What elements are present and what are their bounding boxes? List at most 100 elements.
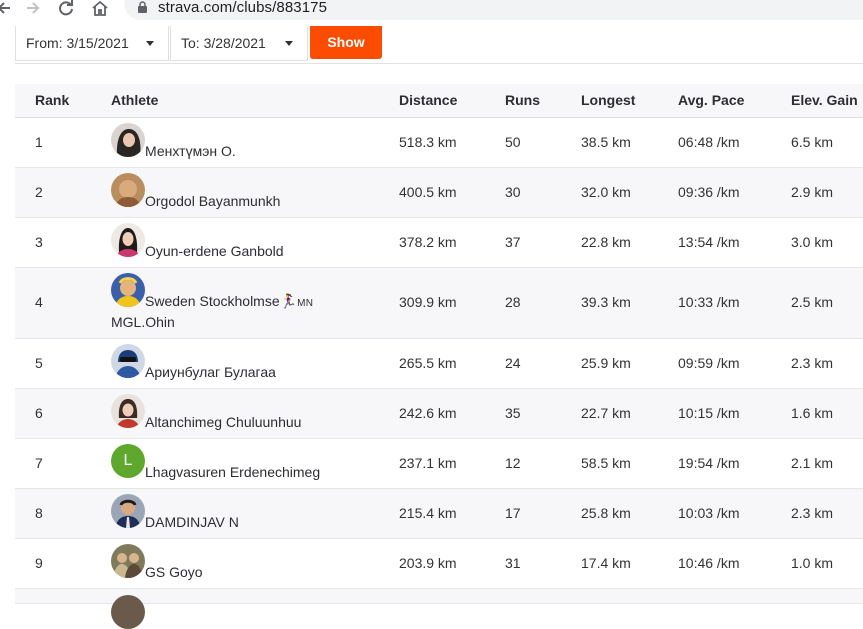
athlete-name-link[interactable]: Ариунбулаг Булагаа <box>145 364 276 380</box>
header-longest[interactable]: Longest <box>581 92 636 108</box>
elev-gain-cell: 1.0 km <box>791 555 834 571</box>
elev-gain-cell: 1.6 km <box>791 405 834 421</box>
athlete-name-link[interactable]: Менхтүмэн О. <box>145 143 236 159</box>
avatar[interactable] <box>111 123 145 157</box>
distance-cell: 309.9 km <box>399 294 457 310</box>
longest-cell: 25.9 km <box>581 355 631 371</box>
from-date-select[interactable]: From: 3/15/2021 <box>15 26 169 61</box>
avatar[interactable] <box>111 494 145 528</box>
rank-cell: 1 <box>35 134 43 150</box>
header-elev-gain[interactable]: Elev. Gain <box>791 92 858 108</box>
leaderboard-table: Rank Athlete Distance Runs Longest Avg. … <box>15 84 863 629</box>
athlete-name-line2[interactable]: MGL.Ohin <box>111 314 175 330</box>
lock-icon <box>137 1 148 19</box>
reload-icon[interactable] <box>58 0 78 18</box>
runs-cell: 24 <box>505 355 521 371</box>
athlete-name-link[interactable]: Oyun-erdene Ganbold <box>145 243 284 259</box>
avatar[interactable]: L <box>111 444 145 478</box>
distance-cell: 378.2 km <box>399 234 457 250</box>
athlete-name-link[interactable]: GS Goyo <box>145 564 203 580</box>
header-pace[interactable]: Avg. Pace <box>678 92 745 108</box>
rank-cell: 6 <box>35 405 43 421</box>
distance-cell: 265.5 km <box>399 355 457 371</box>
pace-cell: 09:59 /km <box>678 355 740 371</box>
athlete-name-link[interactable]: DAMDINJAV N <box>145 514 239 530</box>
chevron-down-icon <box>146 41 154 46</box>
pace-cell: 10:33 /km <box>678 294 740 310</box>
distance-cell: 215.4 km <box>399 505 457 521</box>
browser-toolbar: strava.com/clubs/883175 <box>0 0 863 22</box>
runs-cell: 37 <box>505 234 521 250</box>
runs-cell: 12 <box>505 455 521 471</box>
elev-gain-cell: 2.5 km <box>791 294 834 310</box>
runs-cell: 30 <box>505 184 521 200</box>
athlete-name-link[interactable]: Altanchimeg Chuluunhuu <box>145 414 302 430</box>
distance-cell: 518.3 km <box>399 134 457 150</box>
avatar[interactable] <box>111 273 145 307</box>
table-row-partial <box>15 589 863 629</box>
table-header: Rank Athlete Distance Runs Longest Avg. … <box>15 84 863 118</box>
runs-cell: 28 <box>505 294 521 310</box>
runs-cell: 31 <box>505 555 521 571</box>
pace-cell: 09:36 /km <box>678 184 740 200</box>
longest-cell: 39.3 km <box>581 294 631 310</box>
pace-cell: 06:48 /km <box>678 134 740 150</box>
header-distance[interactable]: Distance <box>399 92 458 108</box>
distance-cell: 242.6 km <box>399 405 457 421</box>
elev-gain-cell: 6.5 km <box>791 134 834 150</box>
table-row: 8 DAMDINJAV N 215.4 km 17 25.8 km 10:03 … <box>15 489 863 539</box>
longest-cell: 38.5 km <box>581 134 631 150</box>
home-icon[interactable] <box>91 0 111 18</box>
show-button[interactable]: Show <box>310 26 382 59</box>
to-date-select[interactable]: To: 3/28/2021 <box>170 26 308 61</box>
avatar[interactable] <box>111 223 145 257</box>
header-rank[interactable]: Rank <box>35 92 70 108</box>
table-row: 7 L Lhagvasuren Erdenechimeg 237.1 km 12… <box>15 439 863 489</box>
rank-cell: 3 <box>35 234 43 250</box>
pace-cell: 10:46 /km <box>678 555 740 571</box>
header-athlete[interactable]: Athlete <box>111 92 159 108</box>
header-runs[interactable]: Runs <box>505 92 540 108</box>
avatar[interactable] <box>111 595 145 629</box>
date-filter-bar <box>15 26 863 64</box>
longest-cell: 17.4 km <box>581 555 631 571</box>
athlete-name-link[interactable]: Lhagvasuren Erdenechimeg <box>145 464 321 480</box>
table-row: 4 Sweden Stockholmse🏃‍♀️MN MGL.Ohin 309.… <box>15 268 863 339</box>
address-bar[interactable] <box>124 0 863 20</box>
url-text[interactable]: strava.com/clubs/883175 <box>158 0 328 16</box>
elev-gain-cell: 2.9 km <box>791 184 834 200</box>
pace-cell: 13:54 /km <box>678 234 740 250</box>
elev-gain-cell: 2.3 km <box>791 505 834 521</box>
rank-cell: 2 <box>35 184 43 200</box>
table-row: 1 Менхтүмэн О. 518.3 km 50 38.5 km 06:48… <box>15 118 863 168</box>
athlete-name-text: Sweden Stockholmse <box>145 293 280 309</box>
rank-cell: 4 <box>35 294 43 310</box>
table-row: 9 GS Goyo 203.9 km 31 17.4 km 10:46 /km … <box>15 539 863 589</box>
elev-gain-cell: 2.1 km <box>791 455 834 471</box>
distance-cell: 237.1 km <box>399 455 457 471</box>
back-arrow-icon[interactable] <box>0 0 10 18</box>
avatar[interactable] <box>111 173 145 207</box>
athlete-name-link[interactable]: Sweden Stockholmse🏃‍♀️MN <box>145 293 313 310</box>
pace-cell: 10:03 /km <box>678 505 740 521</box>
rank-cell: 5 <box>35 355 43 371</box>
athlete-name-link[interactable]: Orgodol Bayanmunkh <box>145 193 281 209</box>
longest-cell: 25.8 km <box>581 505 631 521</box>
avatar[interactable] <box>111 344 145 378</box>
to-date-label: To: 3/28/2021 <box>181 35 266 51</box>
elev-gain-cell: 2.3 km <box>791 355 834 371</box>
distance-cell: 400.5 km <box>399 184 457 200</box>
avatar[interactable] <box>111 544 145 578</box>
pace-cell: 19:54 /km <box>678 455 740 471</box>
forward-arrow-icon[interactable] <box>25 0 45 18</box>
rank-cell: 9 <box>35 555 43 571</box>
longest-cell: 22.8 km <box>581 234 631 250</box>
from-date-label: From: 3/15/2021 <box>26 35 129 51</box>
runs-cell: 50 <box>505 134 521 150</box>
avatar[interactable] <box>111 394 145 428</box>
table-row: 6 Altanchimeg Chuluunhuu 242.6 km 35 22.… <box>15 389 863 439</box>
pace-cell: 10:15 /km <box>678 405 740 421</box>
runner-emoji-icon: 🏃‍♀️ <box>279 293 298 309</box>
elev-gain-cell: 3.0 km <box>791 234 834 250</box>
runs-cell: 17 <box>505 505 521 521</box>
